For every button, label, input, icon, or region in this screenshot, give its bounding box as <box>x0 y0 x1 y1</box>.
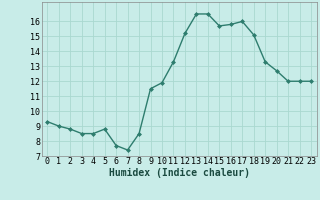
X-axis label: Humidex (Indice chaleur): Humidex (Indice chaleur) <box>109 168 250 178</box>
